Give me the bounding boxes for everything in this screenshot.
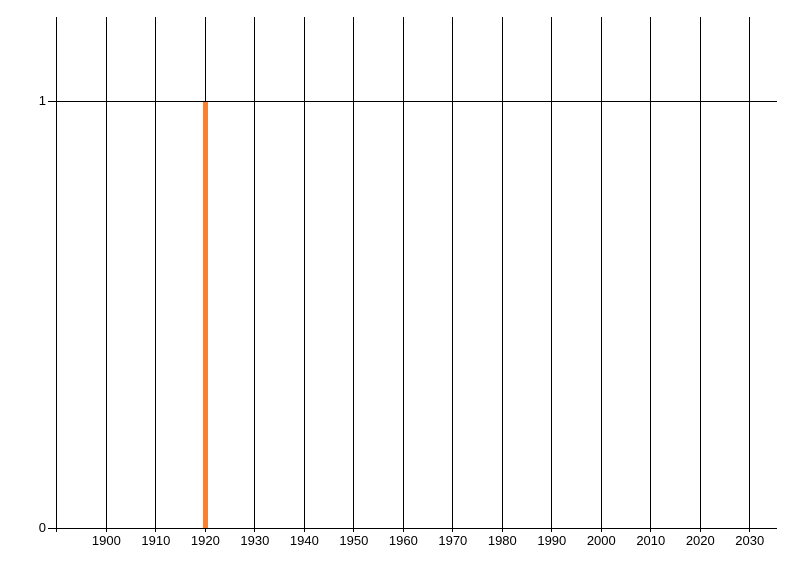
- x-tick-label: 1970: [438, 533, 468, 548]
- x-gridline: [303, 17, 305, 532]
- x-tick-label: 1950: [339, 533, 369, 548]
- x-tick-label: 2020: [685, 533, 715, 548]
- x-axis-line: [48, 527, 777, 529]
- x-tick-label: 1920: [190, 533, 220, 548]
- x-gridline: [551, 17, 553, 532]
- y-gridline: [48, 100, 777, 102]
- x-gridline: [155, 17, 157, 532]
- bar-1920: [202, 101, 208, 528]
- x-gridline: [501, 17, 503, 532]
- x-gridline: [402, 17, 404, 532]
- x-tick-label: 1940: [289, 533, 319, 548]
- x-tick-label: 1990: [537, 533, 567, 548]
- x-tick-label: 1980: [487, 533, 517, 548]
- x-tick-label: 2000: [586, 533, 616, 548]
- x-gridline: [749, 17, 751, 532]
- x-gridline: [600, 17, 602, 532]
- x-tick-label: 2010: [636, 533, 666, 548]
- x-gridline: [353, 17, 355, 532]
- x-tick-label: 1900: [91, 533, 121, 548]
- x-tick-label: 1960: [388, 533, 418, 548]
- x-tick-label: 1930: [240, 533, 270, 548]
- x-gridline: [254, 17, 256, 532]
- x-tick-label: 2030: [735, 533, 765, 548]
- x-gridline: [699, 17, 701, 532]
- x-gridline: [452, 17, 454, 532]
- x-tick-label: 1910: [141, 533, 171, 548]
- y-tick-label: 1: [38, 93, 46, 109]
- x-gridline: [56, 17, 58, 532]
- y-tick-label: 0: [38, 520, 46, 535]
- x-gridline: [650, 17, 652, 532]
- x-gridline: [105, 17, 107, 532]
